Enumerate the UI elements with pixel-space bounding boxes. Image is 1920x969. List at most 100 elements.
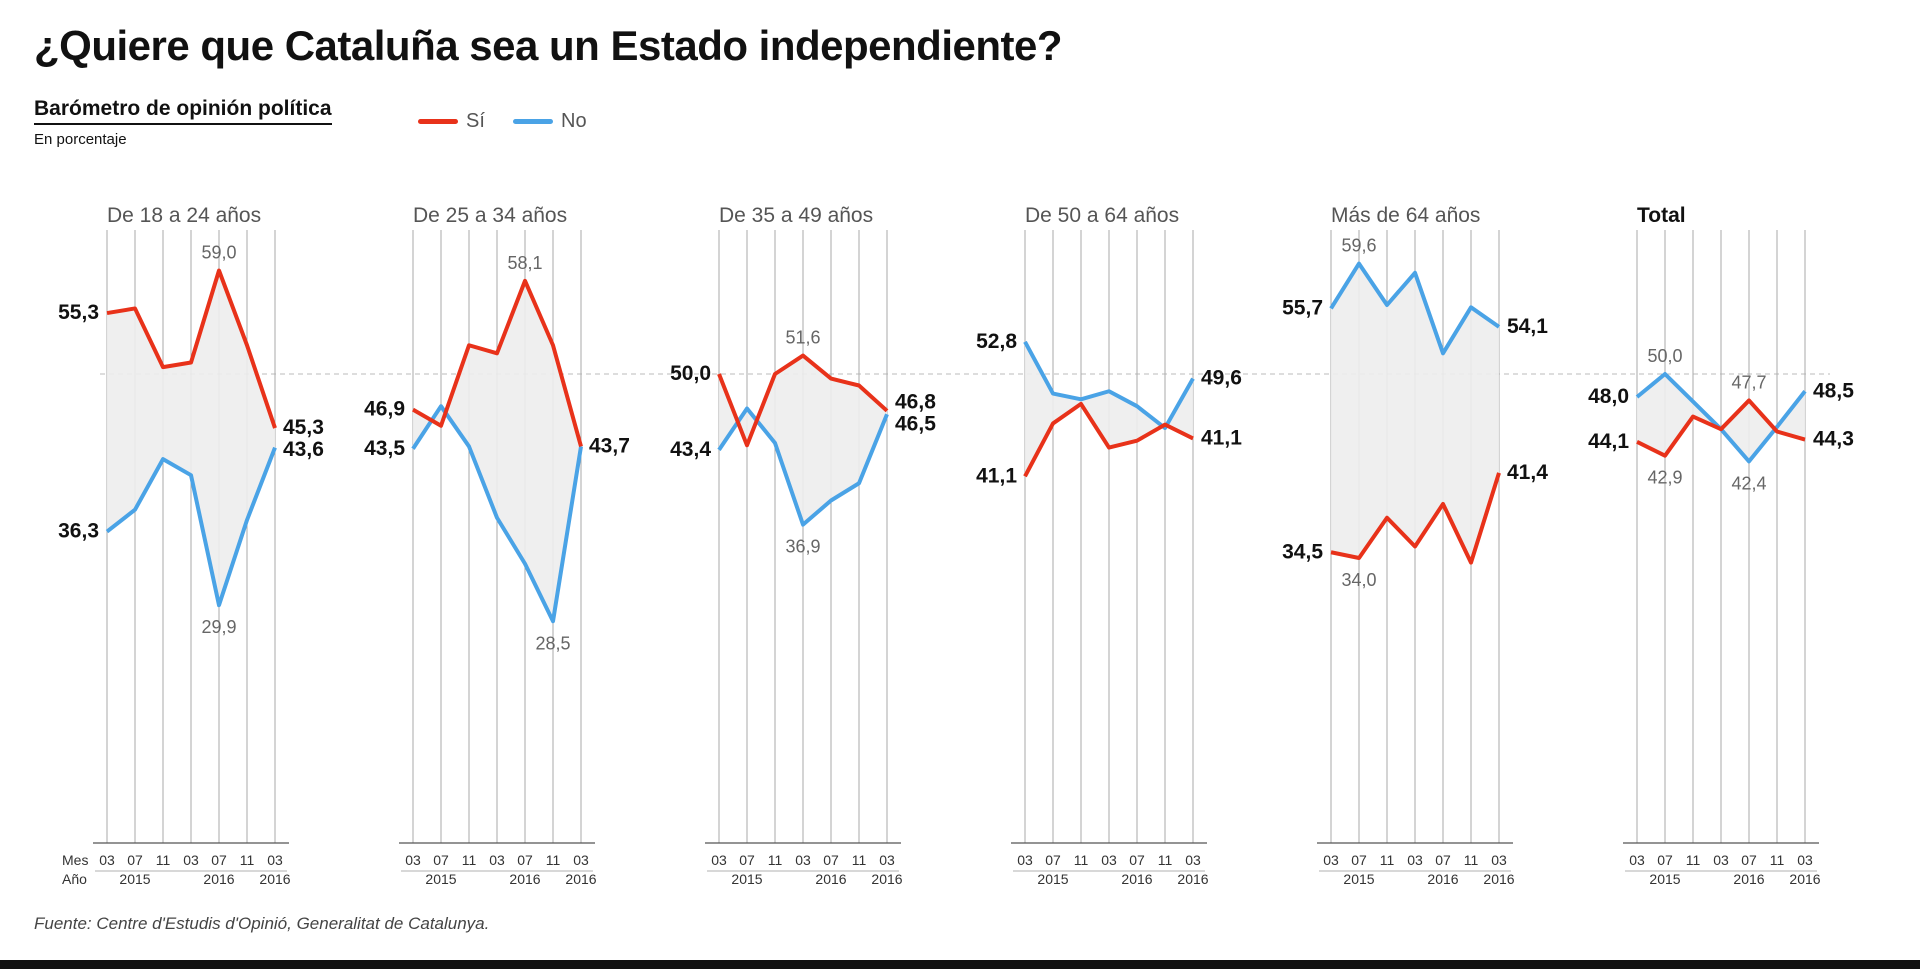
x-tick-month: 03 — [1101, 852, 1117, 868]
series-si-line — [1330, 472, 1501, 565]
x-tick-year: 2015 — [1037, 871, 1068, 887]
x-tick-month: 11 — [768, 852, 783, 868]
start-label-si: 41,1 — [976, 464, 1017, 487]
x-tick-month: 03 — [1797, 852, 1813, 868]
x-tick-month: 11 — [240, 852, 255, 868]
panel-title: Total — [1637, 204, 1686, 227]
x-tick-month: 11 — [546, 852, 561, 868]
gap-area — [719, 355, 887, 525]
end-label-si: 41,4 — [1507, 461, 1548, 484]
legend-item-no: No — [513, 110, 587, 133]
x-tick-month: 03 — [405, 852, 421, 868]
annotation-no: 36,9 — [785, 537, 820, 557]
x-tick-month: 03 — [1713, 852, 1729, 868]
x-tick-month: 07 — [823, 852, 839, 868]
annotation-no: 29,9 — [201, 617, 236, 637]
start-label-no: 36,3 — [58, 520, 99, 543]
annotation-si: 34,0 — [1341, 570, 1376, 590]
x-tick-month: 11 — [852, 852, 867, 868]
x-tick-month: 11 — [156, 852, 171, 868]
x-tick-month: 07 — [1741, 852, 1757, 868]
annotation-si: 42,9 — [1647, 468, 1682, 488]
x-tick-month: 03 — [489, 852, 505, 868]
x-tick-month: 07 — [1657, 852, 1673, 868]
end-label-no: 48,5 — [1813, 379, 1854, 402]
start-label-no: 55,7 — [1282, 296, 1323, 319]
series-no-line — [411, 404, 583, 624]
x-tick-year: 2015 — [1649, 871, 1680, 887]
start-label-si: 34,5 — [1282, 540, 1323, 563]
annotation-si: 59,0 — [201, 243, 236, 263]
x-tick-year: 2016 — [1177, 871, 1208, 887]
x-tick-year: 2016 — [1121, 871, 1152, 887]
annotation-no: 59,6 — [1341, 236, 1376, 256]
end-label-si: 45,3 — [283, 416, 324, 439]
start-label-si: 50,0 — [670, 362, 711, 385]
panel-title: De 35 a 49 años — [719, 204, 873, 227]
x-tick-year: 2016 — [1483, 871, 1514, 887]
x-tick-year: 2016 — [565, 871, 596, 887]
chart-title: ¿Quiere que Cataluña sea un Estado indep… — [34, 22, 1063, 69]
source-note: Fuente: Centre d'Estudis d'Opinió, Gener… — [34, 914, 490, 933]
panel-title: De 50 a 64 años — [1025, 204, 1179, 227]
end-label-no: 46,5 — [895, 413, 936, 436]
start-label-si: 46,9 — [364, 398, 405, 421]
series-si-line — [1636, 398, 1806, 458]
gap-area — [1637, 374, 1805, 462]
x-tick-month: 07 — [517, 852, 533, 868]
legend-swatch-no — [513, 119, 553, 124]
x-tick-year: 2016 — [509, 871, 540, 887]
annotation-no: 42,4 — [1731, 473, 1766, 493]
x-tick-month: 03 — [1407, 852, 1423, 868]
x-tick-month: 03 — [1017, 852, 1033, 868]
x-tick-year: 2016 — [871, 871, 902, 887]
x-tick-month: 11 — [1074, 852, 1089, 868]
legend-label-no: No — [561, 110, 587, 132]
panel-title: De 25 a 34 años — [413, 204, 567, 227]
x-tick-year: 2016 — [1427, 871, 1458, 887]
x-tick-year: 2015 — [1343, 871, 1374, 887]
series-si-line — [412, 278, 583, 447]
series-no-line — [105, 446, 277, 608]
legend-item-si: Sí — [418, 110, 485, 133]
annotation-si: 58,1 — [507, 253, 542, 273]
x-tick-year: 2016 — [1789, 871, 1820, 887]
x-tick-year: 2016 — [259, 871, 290, 887]
x-tick-month: 11 — [1158, 852, 1173, 868]
x-tick-year: 2015 — [119, 871, 150, 887]
legend-swatch-si — [418, 119, 458, 124]
x-tick-month: 03 — [267, 852, 283, 868]
x-tick-month: 07 — [127, 852, 143, 868]
start-label-no: 48,0 — [1588, 385, 1629, 408]
x-tick-month: 11 — [1380, 852, 1395, 868]
end-label-si: 44,3 — [1813, 428, 1854, 451]
start-label-no: 43,4 — [670, 438, 711, 461]
x-tick-year: 2015 — [425, 871, 456, 887]
end-label-no: 43,6 — [283, 438, 324, 461]
x-tick-month: 07 — [1351, 852, 1367, 868]
end-label-no: 49,6 — [1201, 367, 1242, 390]
bottom-bar — [0, 960, 1920, 969]
panel-title: Más de 64 años — [1331, 204, 1480, 227]
x-tick-month: 07 — [1435, 852, 1451, 868]
annotation-no: 28,5 — [535, 633, 570, 653]
x-tick-month: 11 — [1464, 852, 1479, 868]
x-tick-month: 07 — [739, 852, 755, 868]
series-si-line — [717, 353, 889, 448]
x-tick-month: 03 — [711, 852, 727, 868]
x-tick-year: 2016 — [815, 871, 846, 887]
x-tick-month: 07 — [1045, 852, 1061, 868]
x-tick-year: 2016 — [1733, 871, 1764, 887]
series-si-line — [106, 268, 277, 429]
x-tick-month: 03 — [879, 852, 895, 868]
x-tick-month: 11 — [1686, 852, 1701, 868]
gap-area — [1025, 341, 1193, 477]
end-label-no: 54,1 — [1507, 315, 1548, 338]
x-tick-month: 03 — [183, 852, 199, 868]
x-tick-month: 07 — [433, 852, 449, 868]
